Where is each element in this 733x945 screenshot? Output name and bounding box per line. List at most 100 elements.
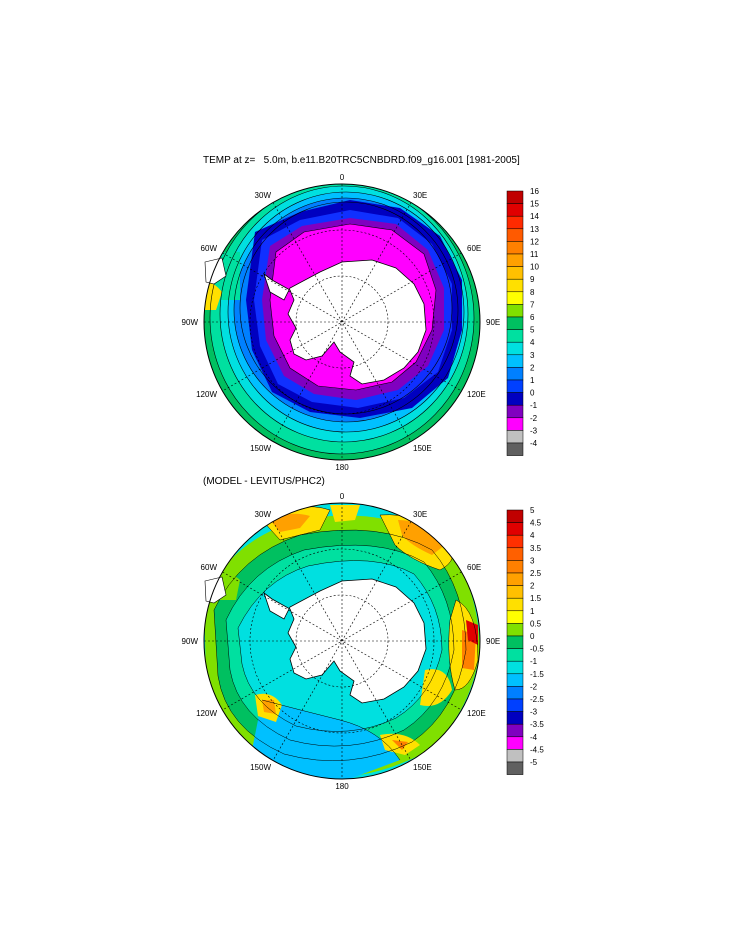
top-colorbar-tick-label: -2 [530, 414, 538, 423]
bottom-colorbar-swatch [506, 585, 524, 599]
top-graticule [204, 184, 480, 460]
top-colorbar-tick-label: -3 [530, 426, 538, 435]
top-colorbar-swatch [506, 266, 524, 280]
bottom-lon-180: 180 [335, 782, 349, 791]
bottom-colorbar-tick-label: -3 [530, 708, 538, 717]
top-lon-30e: 30E [413, 191, 427, 200]
top-colorbar-tick-label: 16 [530, 187, 539, 196]
top-colorbar-swatch [506, 442, 524, 456]
bottom-colorbar-tick-label: -0.5 [530, 645, 544, 654]
bottom-colorbar-swatch [506, 749, 524, 763]
bottom-colorbar-tick-label: -1 [530, 657, 538, 666]
bottom-colorbar-swatch [506, 635, 524, 649]
bottom-colorbar-tick-label: 2 [530, 582, 535, 591]
bottom-colorbar-tick-label: 2.5 [530, 569, 542, 578]
top-colorbar-swatch [506, 253, 524, 267]
bottom-colorbar-swatch [506, 673, 524, 687]
bottom-lon-60e: 60E [467, 563, 481, 572]
bottom-colorbar-swatch [506, 522, 524, 536]
top-longitude-labels: 0 30E 60E 90E 120E 150E 180 150W 120W 90… [182, 173, 501, 472]
top-colorbar-swatch [506, 203, 524, 217]
top-polar-map: 0 30E 60E 90E 120E 150E 180 150W 120W 90… [182, 173, 501, 472]
top-colorbar-tick-label: 4 [530, 338, 535, 347]
top-colorbar-tick-label: 15 [530, 200, 539, 209]
top-colorbar-swatch [506, 278, 524, 293]
top-colorbar-tick-label: 7 [530, 300, 535, 309]
top-lon-150w: 150W [250, 444, 271, 453]
top-map-border [203, 183, 481, 461]
top-lon-60e: 60E [467, 244, 481, 253]
top-colorbar-swatch [506, 379, 524, 393]
bottom-colorbar-tick-label: 0.5 [530, 619, 542, 628]
top-colorbar-tick-label: 6 [530, 313, 535, 322]
bottom-colorbar-tick-label: -1.5 [530, 670, 544, 679]
bottom-colorbar-tick-label: 1 [530, 607, 535, 616]
top-colorbar-tick-label: 10 [530, 263, 539, 272]
top-colorbar-tick-label: 11 [530, 250, 539, 259]
top-lon-60w: 60W [201, 244, 218, 253]
top-colorbar-swatch [506, 404, 524, 419]
top-map-title: TEMP at z= 5.0m, b.e11.B20TRC5CNBDRD.f09… [203, 155, 520, 166]
bottom-colorbar-tick-label: -2 [530, 682, 538, 691]
bottom-lon-30w: 30W [255, 510, 272, 519]
bottom-colorbar-swatch [506, 572, 524, 586]
top-lon-0: 0 [340, 173, 345, 182]
top-colorbar-tick-label: 12 [530, 237, 539, 246]
bottom-lon-0: 0 [340, 492, 345, 501]
bottom-colorbar-swatch [506, 686, 524, 700]
top-colorbar-tick-label: 0 [530, 389, 535, 398]
bottom-lon-60w: 60W [201, 563, 218, 572]
bottom-map-title: (MODEL - LEVITUS/PHC2) [203, 476, 325, 487]
bottom-colorbar-swatch [506, 597, 524, 612]
top-colorbar-tick-label: 13 [530, 225, 539, 234]
bottom-longitude-labels: 0 30E 60E 90E 120E 150E 180 150W 120W 90… [182, 492, 501, 791]
bottom-colorbar-tick-label: -3.5 [530, 720, 544, 729]
bottom-polar-map: 0 30E 60E 90E 120E 150E 180 150W 120W 90… [182, 492, 501, 791]
bottom-colorbar-tick-label: 5 [530, 506, 535, 515]
bottom-lon-120w: 120W [196, 709, 217, 718]
top-lon-180: 180 [335, 463, 349, 472]
top-colorbar-swatch [506, 367, 524, 381]
bottom-lon-90e: 90E [486, 637, 500, 646]
top-lon-120w: 120W [196, 390, 217, 399]
bottom-colorbar-swatch [506, 623, 524, 637]
bottom-colorbar-tick-label: 0 [530, 632, 535, 641]
bottom-colorbar-tick-label: 3 [530, 556, 535, 565]
top-colorbar-swatch [506, 392, 524, 406]
top-colorbar-swatch [506, 215, 524, 230]
top-lon-90e: 90E [486, 318, 500, 327]
bottom-colorbar-tick-label: 4.5 [530, 519, 542, 528]
bottom-colorbar-tick-label: 4 [530, 531, 535, 540]
bottom-lon-90w: 90W [182, 637, 199, 646]
top-colorbar-tick-label: -4 [530, 439, 538, 448]
bottom-colorbar-swatch [506, 547, 524, 561]
top-colorbar-swatch [506, 316, 524, 330]
top-lon-30w: 30W [255, 191, 272, 200]
top-colorbar-swatch [506, 228, 524, 242]
top-lon-150e: 150E [413, 444, 432, 453]
bottom-lon-30e: 30E [413, 510, 427, 519]
bottom-colorbar-swatch [506, 610, 524, 624]
bottom-colorbar-swatch [506, 509, 524, 523]
bottom-colorbar-swatch [506, 534, 524, 549]
top-colorbar-tick-label: 1 [530, 376, 535, 385]
bottom-colorbar-swatch [506, 698, 524, 712]
bottom-map-border [203, 502, 481, 780]
top-colorbar-swatch [506, 341, 524, 356]
top-colorbar-swatch [506, 430, 524, 444]
bottom-colorbar-tick-label: 1.5 [530, 594, 542, 603]
bottom-lon-150w: 150W [250, 763, 271, 772]
top-colorbar-tick-label: -1 [530, 401, 538, 410]
top-colorbar-swatch [506, 354, 524, 368]
bottom-colorbar-tick-label: -4.5 [530, 745, 544, 754]
top-colorbar-swatch [506, 241, 524, 255]
top-colorbar-swatch [506, 291, 524, 305]
bottom-colorbar-swatch [506, 761, 524, 775]
top-colorbar-tick-label: 9 [530, 275, 535, 284]
top-colorbar-tick-label: 14 [530, 212, 539, 221]
bottom-colorbar-swatch [506, 723, 524, 738]
top-colorbar-tick-label: 3 [530, 351, 535, 360]
bottom-colorbar-swatch [506, 648, 524, 662]
